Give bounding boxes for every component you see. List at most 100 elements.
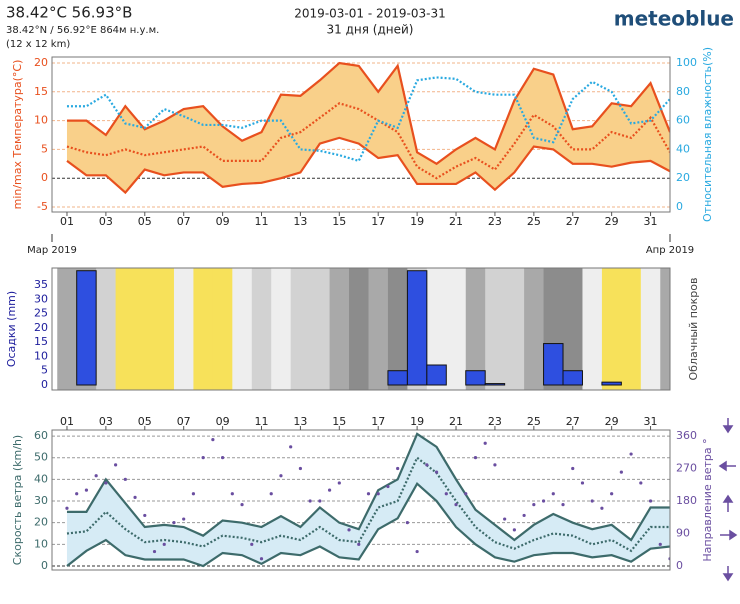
- cloud-cover: [368, 268, 389, 390]
- x-tick-label: 07: [177, 415, 191, 428]
- plot-border: [51, 429, 671, 571]
- x-tick-label: 09: [216, 215, 230, 228]
- cloud-cover: [660, 268, 670, 390]
- month-label: Мар 2019: [27, 245, 77, 256]
- cloud-cover: [251, 268, 272, 390]
- y-tick-label: 10: [34, 349, 48, 362]
- y2-tick-label: 40: [676, 142, 690, 155]
- x-tick-label: 13: [293, 215, 307, 228]
- bar: [465, 370, 486, 386]
- direction-dot: [503, 517, 507, 521]
- y-tick-label: 10: [34, 537, 48, 550]
- month-label: Апр 2019: [646, 245, 694, 256]
- direction-dot: [454, 503, 458, 507]
- x-tick-label: 23: [488, 215, 502, 228]
- y2-tick-label: 60: [676, 114, 690, 127]
- x-tick-label: 27: [566, 215, 580, 228]
- bar: [406, 270, 428, 386]
- direction-dot: [639, 481, 643, 485]
- bar: [484, 383, 506, 386]
- plot-border: [51, 267, 671, 391]
- line: [66, 481, 670, 568]
- x-tick-label: 03: [99, 215, 113, 228]
- direction-dot: [648, 499, 653, 503]
- direction-dot: [366, 492, 371, 496]
- y-tick-label: 0: [41, 171, 48, 184]
- line: [66, 61, 670, 166]
- direction-dot: [220, 456, 225, 460]
- direction-dot: [191, 492, 196, 496]
- x-tick-label: 29: [605, 215, 619, 228]
- direction-dot: [405, 521, 409, 525]
- cloud-cover: [601, 268, 622, 390]
- cloud-cover: [426, 268, 447, 390]
- x-tick-label: 05: [138, 215, 152, 228]
- line: [66, 136, 670, 195]
- cloud-cover: [232, 268, 253, 390]
- bar: [601, 381, 622, 386]
- direction-dot: [172, 521, 176, 525]
- cloud-cover: [115, 268, 136, 390]
- direction-dot: [182, 517, 186, 521]
- range-fill: [66, 62, 670, 193]
- y2-tick-label: 100: [676, 56, 697, 69]
- direction-dot: [308, 499, 312, 503]
- direction-dot: [289, 445, 293, 449]
- cloud-cover: [96, 268, 117, 390]
- brand: meteoblue: [614, 7, 734, 31]
- direction-dot: [434, 470, 439, 474]
- x-tick-label: 01: [60, 415, 74, 428]
- y2-tick-label: 90: [676, 526, 690, 539]
- x-tick-label: 25: [527, 415, 541, 428]
- direction-dot: [551, 492, 555, 496]
- x-tick-label: 13: [293, 415, 307, 428]
- y-tick-label: 20: [34, 321, 48, 334]
- direction-dot: [279, 474, 283, 478]
- direction-dot: [318, 499, 322, 503]
- direction-dot: [629, 452, 633, 456]
- plot-border: [51, 56, 671, 213]
- direction-dot: [571, 466, 575, 471]
- x-tick-label: 11: [255, 215, 269, 228]
- plot-area: [52, 61, 670, 208]
- x-tick-label: 29: [605, 415, 619, 428]
- direction-dot: [444, 492, 448, 496]
- date-range: 2019-03-01 - 2019-03-31: [294, 7, 445, 21]
- dotted-line: [66, 76, 670, 163]
- grid-size: (12 x 12 km): [6, 39, 70, 50]
- x-tick-label: 25: [527, 215, 541, 228]
- line: [66, 432, 670, 542]
- cloud-cover: [504, 268, 525, 390]
- bar: [76, 270, 97, 386]
- cloud-cover: [640, 268, 661, 390]
- direction-dot: [347, 528, 351, 532]
- y2-tick-label: 80: [676, 85, 690, 98]
- y2-tick-label: 20: [676, 171, 690, 184]
- x-tick-label: 09: [216, 415, 230, 428]
- y2-tick-label: 270: [676, 461, 697, 474]
- range-fill: [66, 433, 670, 566]
- y2-axis-label: Относительная влажность(%): [701, 47, 714, 222]
- direction-dot: [123, 477, 127, 481]
- x-tick-label: 15: [332, 415, 346, 428]
- direction-dot: [162, 542, 166, 546]
- direction-dot: [483, 441, 487, 445]
- cloud-cover: [290, 268, 311, 390]
- direction-dot: [201, 456, 205, 460]
- direction-dot: [250, 542, 254, 546]
- y-tick-label: 0: [41, 559, 48, 572]
- direction-dot: [357, 542, 361, 546]
- direction-dot: [104, 481, 108, 485]
- cloud-cover: [135, 268, 156, 390]
- dotted-line: [66, 102, 670, 180]
- y-tick-label: 60: [34, 429, 48, 442]
- direction-dot: [327, 488, 332, 492]
- direction-dot: [561, 503, 565, 507]
- bar: [387, 370, 408, 386]
- cloud-cover: [621, 268, 642, 390]
- direction-dot: [532, 503, 536, 507]
- direction-arrows: [718, 418, 738, 582]
- direction-dot: [133, 495, 137, 499]
- x-tick-label: 31: [644, 215, 658, 228]
